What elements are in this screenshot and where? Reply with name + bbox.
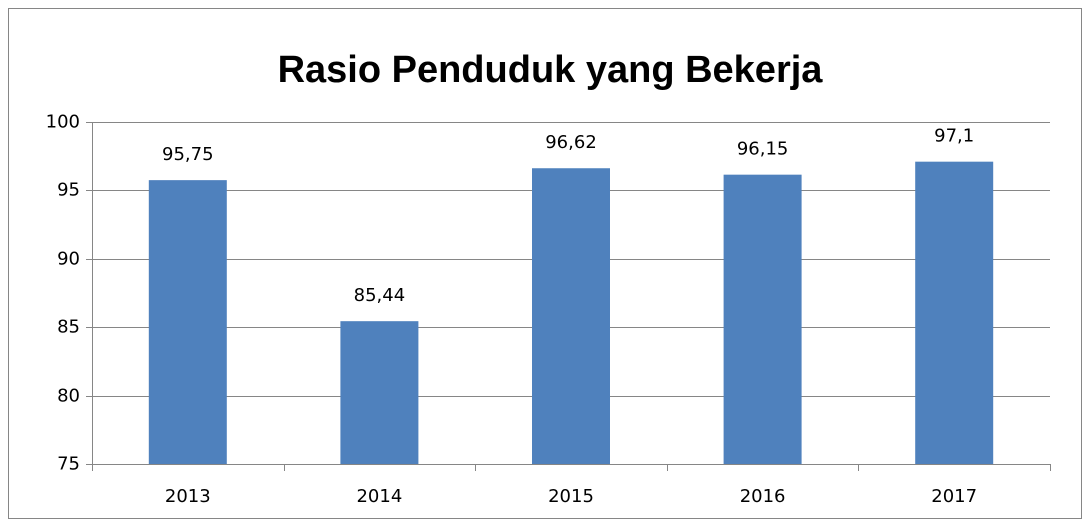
x-tick-label: 2016 <box>740 486 786 507</box>
value-label: 96,15 <box>737 139 789 160</box>
x-tick-label: 2015 <box>548 486 594 507</box>
y-tick-label: 100 <box>46 112 80 133</box>
y-tick-label: 75 <box>57 454 80 475</box>
y-tick-label: 80 <box>57 386 80 407</box>
bar <box>148 180 227 464</box>
value-label: 95,75 <box>162 144 214 165</box>
value-label: 97,1 <box>934 126 974 147</box>
value-label: 85,44 <box>354 285 406 306</box>
bar <box>532 168 610 464</box>
bar <box>915 161 994 464</box>
bar <box>723 174 802 464</box>
bar <box>340 321 419 464</box>
x-tick-label: 2017 <box>931 486 977 507</box>
value-label: 96,62 <box>545 132 597 153</box>
x-tick-label: 2014 <box>356 486 402 507</box>
y-tick-label: 90 <box>57 249 80 270</box>
x-tick-label: 2013 <box>165 486 211 507</box>
chart-title: Rasio Penduduk yang Bekerja <box>278 49 824 91</box>
y-tick-label: 95 <box>57 180 80 201</box>
y-tick-label: 85 <box>57 317 80 338</box>
